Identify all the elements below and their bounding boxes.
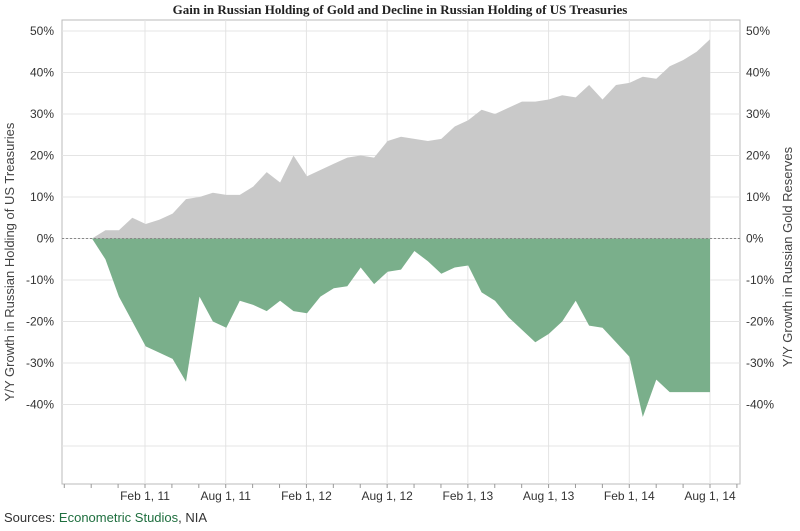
series-area-treasuries bbox=[92, 238, 710, 417]
x-tick-label: Feb 1, 12 bbox=[281, 489, 332, 503]
y-tick-label-right: 10% bbox=[746, 190, 770, 204]
chart-title: Gain in Russian Holding of Gold and Decl… bbox=[172, 2, 628, 17]
y-tick-label-right: 0% bbox=[746, 232, 764, 246]
source-brand: Econometric Studios bbox=[58, 510, 179, 525]
x-tick-label: Feb 1, 14 bbox=[604, 489, 655, 503]
x-tick-label: Aug 1, 14 bbox=[684, 489, 736, 503]
y-tick-label-right: -20% bbox=[746, 315, 774, 329]
y-tick-label-left: 20% bbox=[30, 149, 54, 163]
y-tick-label-left: -40% bbox=[26, 398, 54, 412]
x-tick-label: Feb 1, 13 bbox=[443, 489, 494, 503]
y-tick-label-left: 10% bbox=[30, 190, 54, 204]
y-tick-label-left: 40% bbox=[30, 66, 54, 80]
source-line: Sources: Econometric Studios, NIA bbox=[4, 510, 207, 525]
y-tick-label-right: -30% bbox=[746, 356, 774, 370]
y-tick-label-right: -10% bbox=[746, 273, 774, 287]
y-tick-label-left: 0% bbox=[37, 232, 55, 246]
y-tick-label-right: 30% bbox=[746, 107, 770, 121]
y-tick-label-right: -40% bbox=[746, 398, 774, 412]
source-suffix: , NIA bbox=[178, 510, 208, 525]
y-tick-label-left: 50% bbox=[30, 24, 54, 38]
x-tick-label: Aug 1, 13 bbox=[523, 489, 575, 503]
x-tick-label: Feb 1, 11 bbox=[120, 489, 170, 503]
y-tick-label-left: 30% bbox=[30, 107, 54, 121]
y-tick-label-left: -30% bbox=[26, 356, 54, 370]
source-prefix: Sources: bbox=[4, 510, 59, 525]
y-tick-label-left: -20% bbox=[26, 315, 54, 329]
series-area-gold bbox=[92, 39, 710, 239]
y-axis-title-right: Y/Y Growth in Russian Gold Reserves bbox=[780, 146, 795, 367]
y-tick-label-left: -10% bbox=[26, 273, 54, 287]
y-tick-label-right: 20% bbox=[746, 149, 770, 163]
y-axis-title-left: Y/Y Growth in Russian Holding of US Trea… bbox=[2, 122, 17, 401]
x-tick-label: Aug 1, 12 bbox=[361, 489, 413, 503]
y-tick-label-right: 40% bbox=[746, 66, 770, 80]
y-tick-label-right: 50% bbox=[746, 24, 770, 38]
x-tick-label: Aug 1, 11 bbox=[200, 489, 251, 503]
